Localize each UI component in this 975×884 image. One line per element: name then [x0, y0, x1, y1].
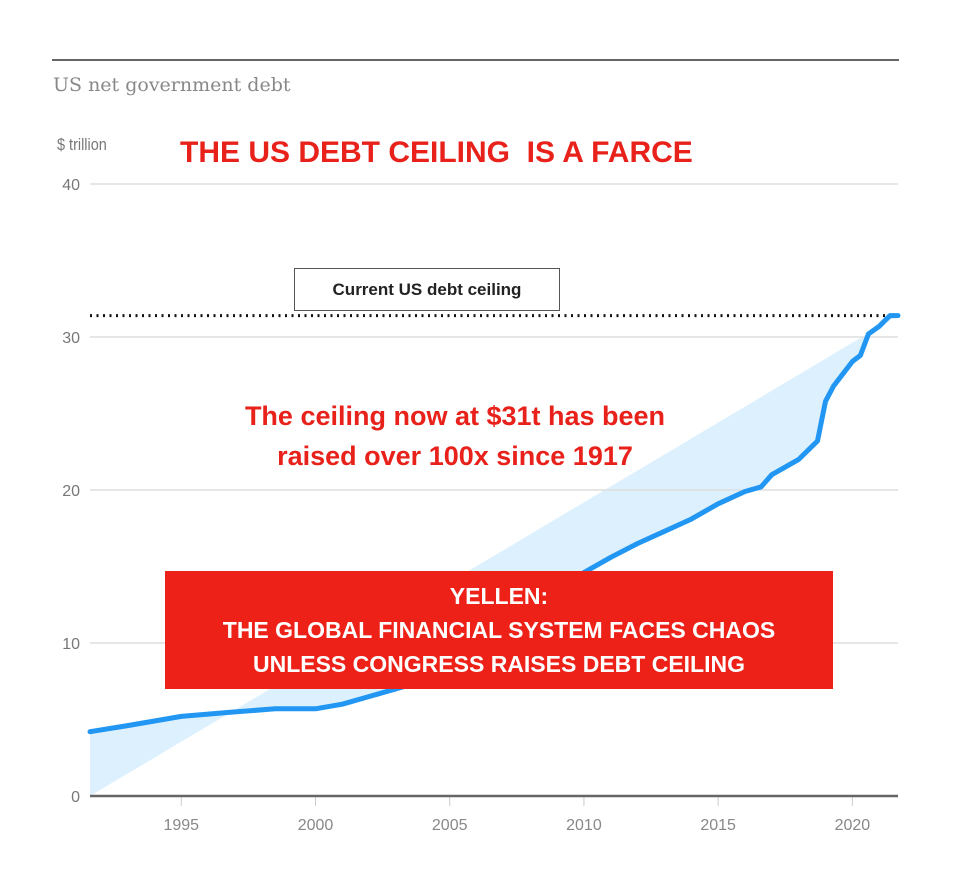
x-tick-label: 2015	[700, 817, 736, 834]
x-tick-label: 2010	[566, 817, 602, 834]
top-rule	[52, 59, 899, 61]
banner-line: UNLESS CONGRESS RAISES DEBT CEILING	[252, 651, 745, 677]
x-tick-label: 1995	[163, 817, 199, 834]
chart-title: THE US DEBT CEILING IS A FARCE	[180, 136, 693, 169]
x-tick-label: 2020	[835, 817, 871, 834]
x-tick-label: 2005	[432, 817, 468, 834]
area-fill	[90, 315, 898, 796]
y-tick-label: 20	[62, 483, 80, 500]
y-tick-label: 40	[62, 177, 80, 194]
debt-series-line	[87, 313, 901, 735]
annotation-note: The ceiling now at $31t has been raised …	[180, 396, 730, 476]
x-tick-label: 2000	[298, 817, 334, 834]
ceiling-label: Current US debt ceiling	[294, 268, 560, 311]
chart-subtitle: US net government debt	[53, 74, 291, 96]
y-axis-label: $ trillion	[57, 135, 107, 154]
yellen-banner: YELLEN: THE GLOBAL FINANCIAL SYSTEM FACE…	[165, 571, 833, 689]
y-tick-label: 30	[62, 330, 80, 347]
banner-line: THE GLOBAL FINANCIAL SYSTEM FACES CHAOS	[222, 617, 776, 643]
banner-line: YELLEN:	[449, 583, 549, 609]
note-line: The ceiling now at $31t has been	[244, 401, 666, 431]
y-tick-label: 0	[71, 789, 80, 806]
note-line: raised over 100x since 1917	[277, 441, 633, 471]
y-tick-label: 10	[62, 636, 80, 653]
